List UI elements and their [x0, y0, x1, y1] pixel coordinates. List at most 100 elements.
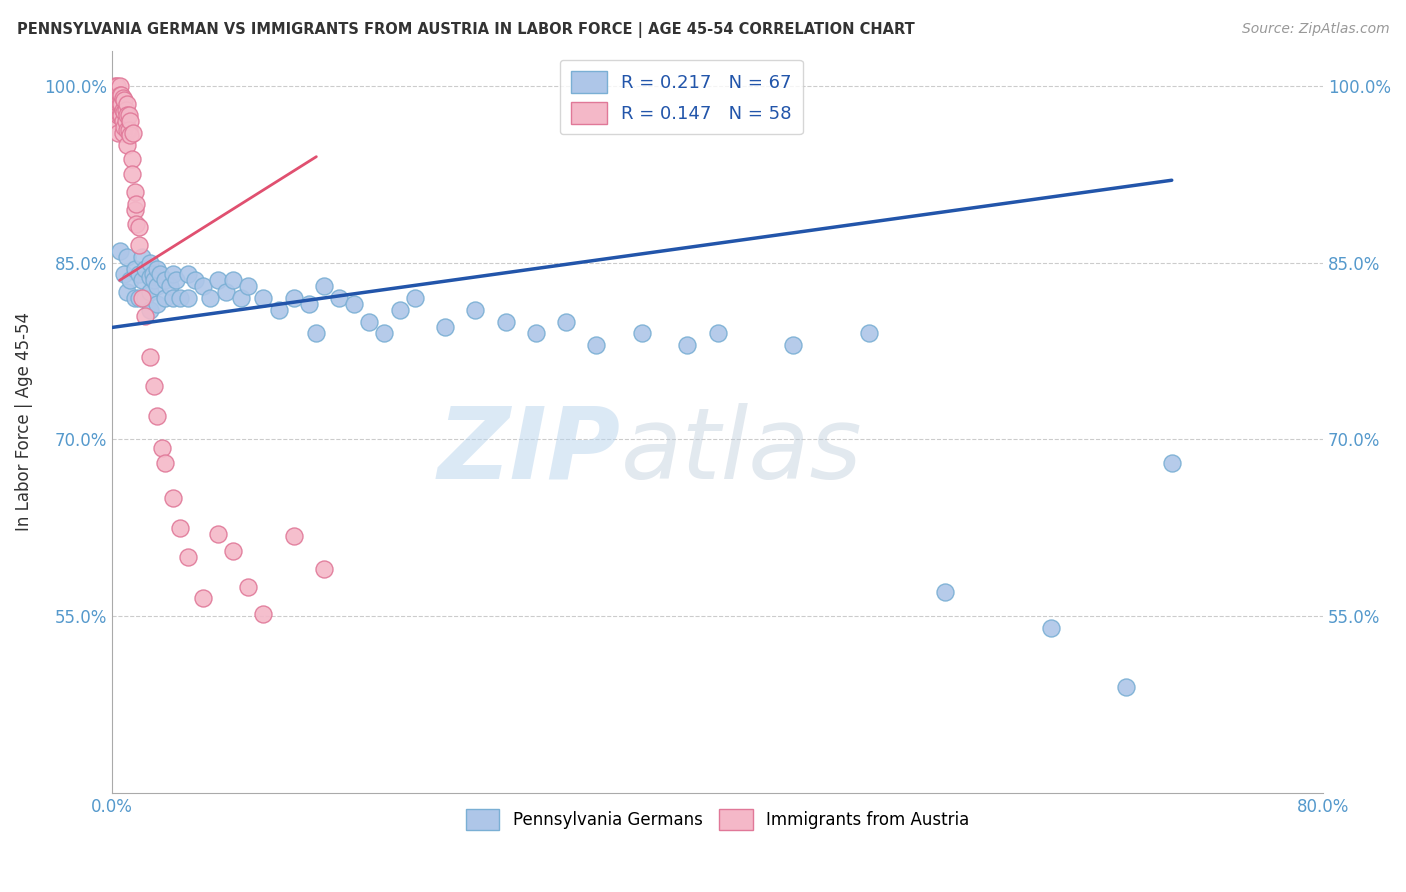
Point: [107, 96, 129, 111]
Point: [128, 268, 150, 282]
Point: [115, 96, 138, 111]
Point: [176, 291, 198, 305]
Point: [165, 273, 187, 287]
Point: [110, 108, 132, 122]
Point: [1115, 680, 1137, 694]
Point: [404, 291, 426, 305]
Point: [555, 314, 578, 328]
Point: [153, 456, 176, 470]
Point: [169, 291, 191, 305]
Point: [162, 291, 184, 305]
Point: [104, 78, 127, 93]
Point: [128, 238, 150, 252]
Point: [115, 108, 138, 122]
Point: [524, 326, 547, 341]
Point: [150, 441, 173, 455]
Point: [153, 291, 176, 305]
Point: [858, 326, 880, 341]
Point: [207, 273, 229, 287]
Point: [139, 302, 162, 317]
Point: [312, 279, 335, 293]
Point: [112, 268, 135, 282]
Point: [134, 261, 156, 276]
Point: [114, 114, 136, 128]
Point: [108, 96, 131, 111]
Point: [934, 585, 956, 599]
Point: [124, 202, 146, 217]
Point: [676, 338, 699, 352]
Point: [146, 409, 169, 423]
Point: [115, 250, 138, 264]
Point: [222, 544, 245, 558]
Point: [128, 220, 150, 235]
Point: [388, 302, 411, 317]
Point: [238, 279, 260, 293]
Point: [283, 529, 305, 543]
Point: [191, 591, 214, 606]
Point: [200, 291, 222, 305]
Point: [139, 285, 162, 299]
Point: [131, 291, 153, 305]
Point: [1039, 621, 1062, 635]
Point: [117, 122, 139, 136]
Point: [207, 526, 229, 541]
Point: [108, 108, 131, 122]
Point: [115, 122, 138, 136]
Text: Source: ZipAtlas.com: Source: ZipAtlas.com: [1241, 22, 1389, 37]
Point: [105, 78, 128, 93]
Point: [117, 108, 139, 122]
Point: [229, 291, 252, 305]
Point: [105, 96, 128, 111]
Point: [191, 279, 214, 293]
Point: [146, 297, 169, 311]
Point: [124, 261, 146, 276]
Point: [159, 279, 181, 293]
Point: [108, 88, 131, 103]
Point: [631, 326, 654, 341]
Point: [464, 302, 486, 317]
Point: [124, 185, 146, 199]
Point: [121, 167, 143, 181]
Point: [139, 255, 162, 269]
Text: atlas: atlas: [620, 403, 862, 500]
Point: [782, 338, 804, 352]
Point: [214, 285, 236, 299]
Point: [128, 291, 150, 305]
Text: ZIP: ZIP: [437, 403, 620, 500]
Point: [252, 607, 274, 621]
Point: [120, 273, 142, 287]
Point: [120, 128, 142, 143]
Point: [176, 268, 198, 282]
Point: [115, 285, 138, 299]
Point: [112, 93, 135, 107]
Point: [139, 269, 162, 284]
Point: [252, 291, 274, 305]
Legend: Pennsylvania Germans, Immigrants from Austria: Pennsylvania Germans, Immigrants from Au…: [460, 803, 976, 837]
Point: [124, 291, 146, 305]
Point: [111, 91, 134, 105]
Point: [146, 261, 169, 276]
Point: [112, 104, 135, 119]
Point: [131, 273, 153, 287]
Point: [134, 309, 156, 323]
Point: [222, 273, 245, 287]
Point: [238, 580, 260, 594]
Point: [111, 126, 134, 140]
Point: [706, 326, 728, 341]
Point: [495, 314, 517, 328]
Point: [104, 91, 127, 105]
Point: [110, 96, 132, 111]
Point: [169, 521, 191, 535]
Point: [121, 152, 143, 166]
Point: [434, 320, 457, 334]
Text: PENNSYLVANIA GERMAN VS IMMIGRANTS FROM AUSTRIA IN LABOR FORCE | AGE 45-54 CORREL: PENNSYLVANIA GERMAN VS IMMIGRANTS FROM A…: [17, 22, 915, 38]
Point: [120, 114, 142, 128]
Point: [149, 268, 172, 282]
Point: [153, 273, 176, 287]
Point: [312, 562, 335, 576]
Point: [184, 273, 207, 287]
Point: [283, 291, 305, 305]
Point: [114, 103, 136, 117]
Point: [143, 273, 166, 287]
Y-axis label: In Labor Force | Age 45-54: In Labor Force | Age 45-54: [15, 312, 32, 531]
